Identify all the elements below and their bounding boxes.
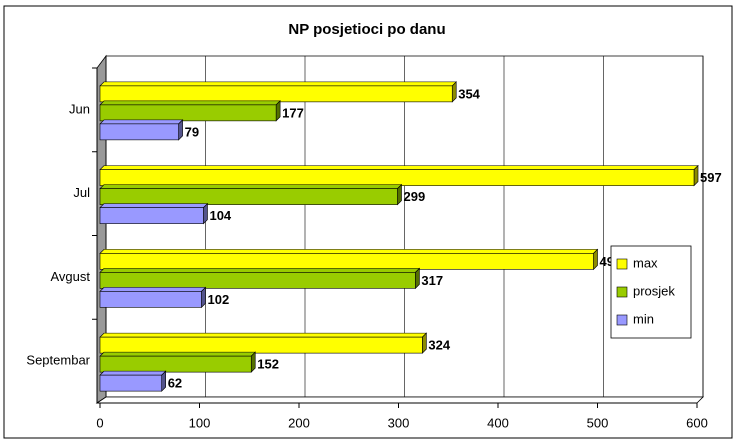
bar [99,374,162,392]
bar-side [250,351,256,373]
data-label: 299 [404,189,426,204]
x-tick-label: 100 [189,415,211,430]
x-tick-label: 400 [487,415,509,430]
bar [99,169,695,186]
bar-top [99,249,599,254]
data-label: 324 [428,338,450,353]
bar-top [99,184,403,189]
legend-label: max [633,255,658,270]
bar-side [693,164,699,187]
x-tick-label: 200 [288,415,310,430]
bar [99,207,204,224]
legend-label: prosjek [633,283,675,298]
legend-swatch [616,314,628,326]
bar-top [99,100,281,106]
bar-side [593,248,598,271]
bar [99,336,423,354]
bar-top [99,268,421,273]
bar-top [99,165,699,170]
x-tick-label: 500 [587,415,609,430]
bar-side [161,370,166,392]
data-label: 152 [257,357,279,372]
bar-top [99,81,457,87]
chart-title: NP posjetioci po danu [288,21,445,38]
bar [99,355,252,373]
x-tick-label: 600 [686,415,708,430]
bar-side [203,202,208,225]
legend-label: min [633,311,654,326]
bar-side [275,100,281,122]
y-tick-label: Avgust [50,269,90,284]
data-label: 79 [185,124,199,139]
bar-side [201,286,206,309]
data-label: 62 [168,376,182,391]
data-label: 102 [207,292,229,307]
legend-swatch [616,286,628,298]
floor [95,396,704,404]
bar [99,272,416,289]
y-tick-label: Jul [73,185,90,200]
bar [99,104,277,122]
data-label: 354 [458,86,480,101]
bar-side [451,81,457,103]
data-label: 177 [282,105,304,120]
y-tick-label: Jun [69,101,90,116]
data-label: 104 [209,208,231,223]
x-tick-label: 0 [96,415,103,430]
data-label: 597 [700,170,722,185]
bar [99,123,179,141]
bar [99,291,202,308]
bar-top [99,203,209,208]
bar [99,188,398,205]
y-tick-label: Septembar [26,353,90,368]
bar-top [99,351,256,357]
legend-swatch [616,258,628,270]
x-tick-label: 300 [388,415,410,430]
bar [99,253,594,270]
bar-top [99,370,167,376]
bar-side [397,183,402,206]
bar-side [415,267,420,290]
bar-side [178,119,183,141]
bar-top [99,332,428,338]
data-label: 317 [421,273,443,288]
bar-side [422,332,427,354]
bar-top [99,287,207,292]
bar [99,85,453,103]
bar-top [99,119,184,125]
